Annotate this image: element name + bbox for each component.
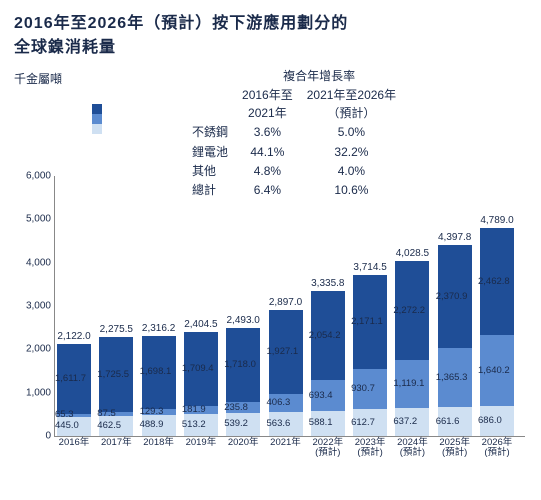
chart-title: 2016年至2026年（預計）按下游應用劃分的 全球鎳消耗量	[14, 12, 527, 60]
legend	[92, 104, 106, 151]
bar-chart: 01,0002,0003,0004,0005,0006,0002,122.01,…	[54, 157, 524, 457]
